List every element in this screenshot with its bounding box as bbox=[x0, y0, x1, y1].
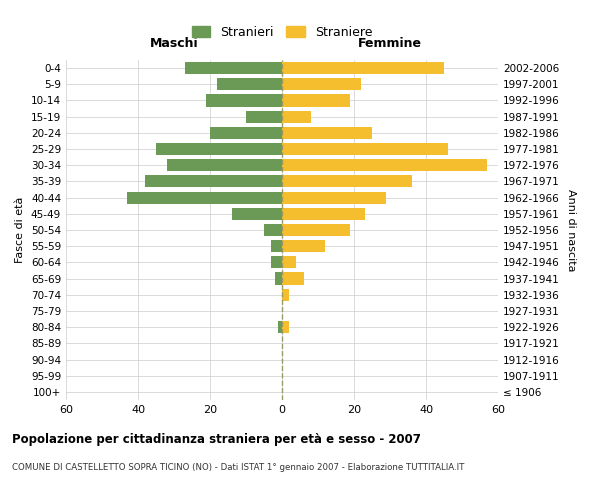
Bar bbox=[127, 192, 282, 203]
Bar bbox=[185, 62, 282, 74]
Bar bbox=[282, 288, 289, 301]
Bar bbox=[271, 240, 282, 252]
Bar bbox=[282, 78, 361, 90]
Text: Femmine: Femmine bbox=[358, 38, 422, 51]
Bar bbox=[282, 94, 350, 106]
Bar bbox=[282, 224, 350, 236]
Text: Maschi: Maschi bbox=[149, 38, 199, 51]
Legend: Stranieri, Straniere: Stranieri, Straniere bbox=[188, 22, 376, 42]
Bar bbox=[282, 240, 325, 252]
Bar bbox=[264, 224, 282, 236]
Bar bbox=[275, 272, 282, 284]
Bar bbox=[282, 110, 311, 122]
Bar bbox=[145, 176, 282, 188]
Bar bbox=[206, 94, 282, 106]
Bar bbox=[210, 127, 282, 139]
Y-axis label: Fasce di età: Fasce di età bbox=[16, 197, 25, 263]
Y-axis label: Anni di nascita: Anni di nascita bbox=[566, 188, 576, 271]
Bar bbox=[282, 176, 412, 188]
Bar bbox=[217, 78, 282, 90]
Bar bbox=[282, 143, 448, 155]
Bar bbox=[271, 256, 282, 268]
Bar bbox=[156, 143, 282, 155]
Bar bbox=[282, 159, 487, 172]
Bar bbox=[282, 208, 365, 220]
Bar bbox=[282, 272, 304, 284]
Text: COMUNE DI CASTELLETTO SOPRA TICINO (NO) - Dati ISTAT 1° gennaio 2007 - Elaborazi: COMUNE DI CASTELLETTO SOPRA TICINO (NO) … bbox=[12, 462, 464, 471]
Bar bbox=[278, 321, 282, 333]
Bar bbox=[282, 192, 386, 203]
Bar bbox=[282, 62, 444, 74]
Bar bbox=[167, 159, 282, 172]
Bar bbox=[282, 256, 296, 268]
Bar bbox=[232, 208, 282, 220]
Bar bbox=[282, 321, 289, 333]
Bar bbox=[282, 127, 372, 139]
Text: Popolazione per cittadinanza straniera per età e sesso - 2007: Popolazione per cittadinanza straniera p… bbox=[12, 432, 421, 446]
Bar bbox=[246, 110, 282, 122]
